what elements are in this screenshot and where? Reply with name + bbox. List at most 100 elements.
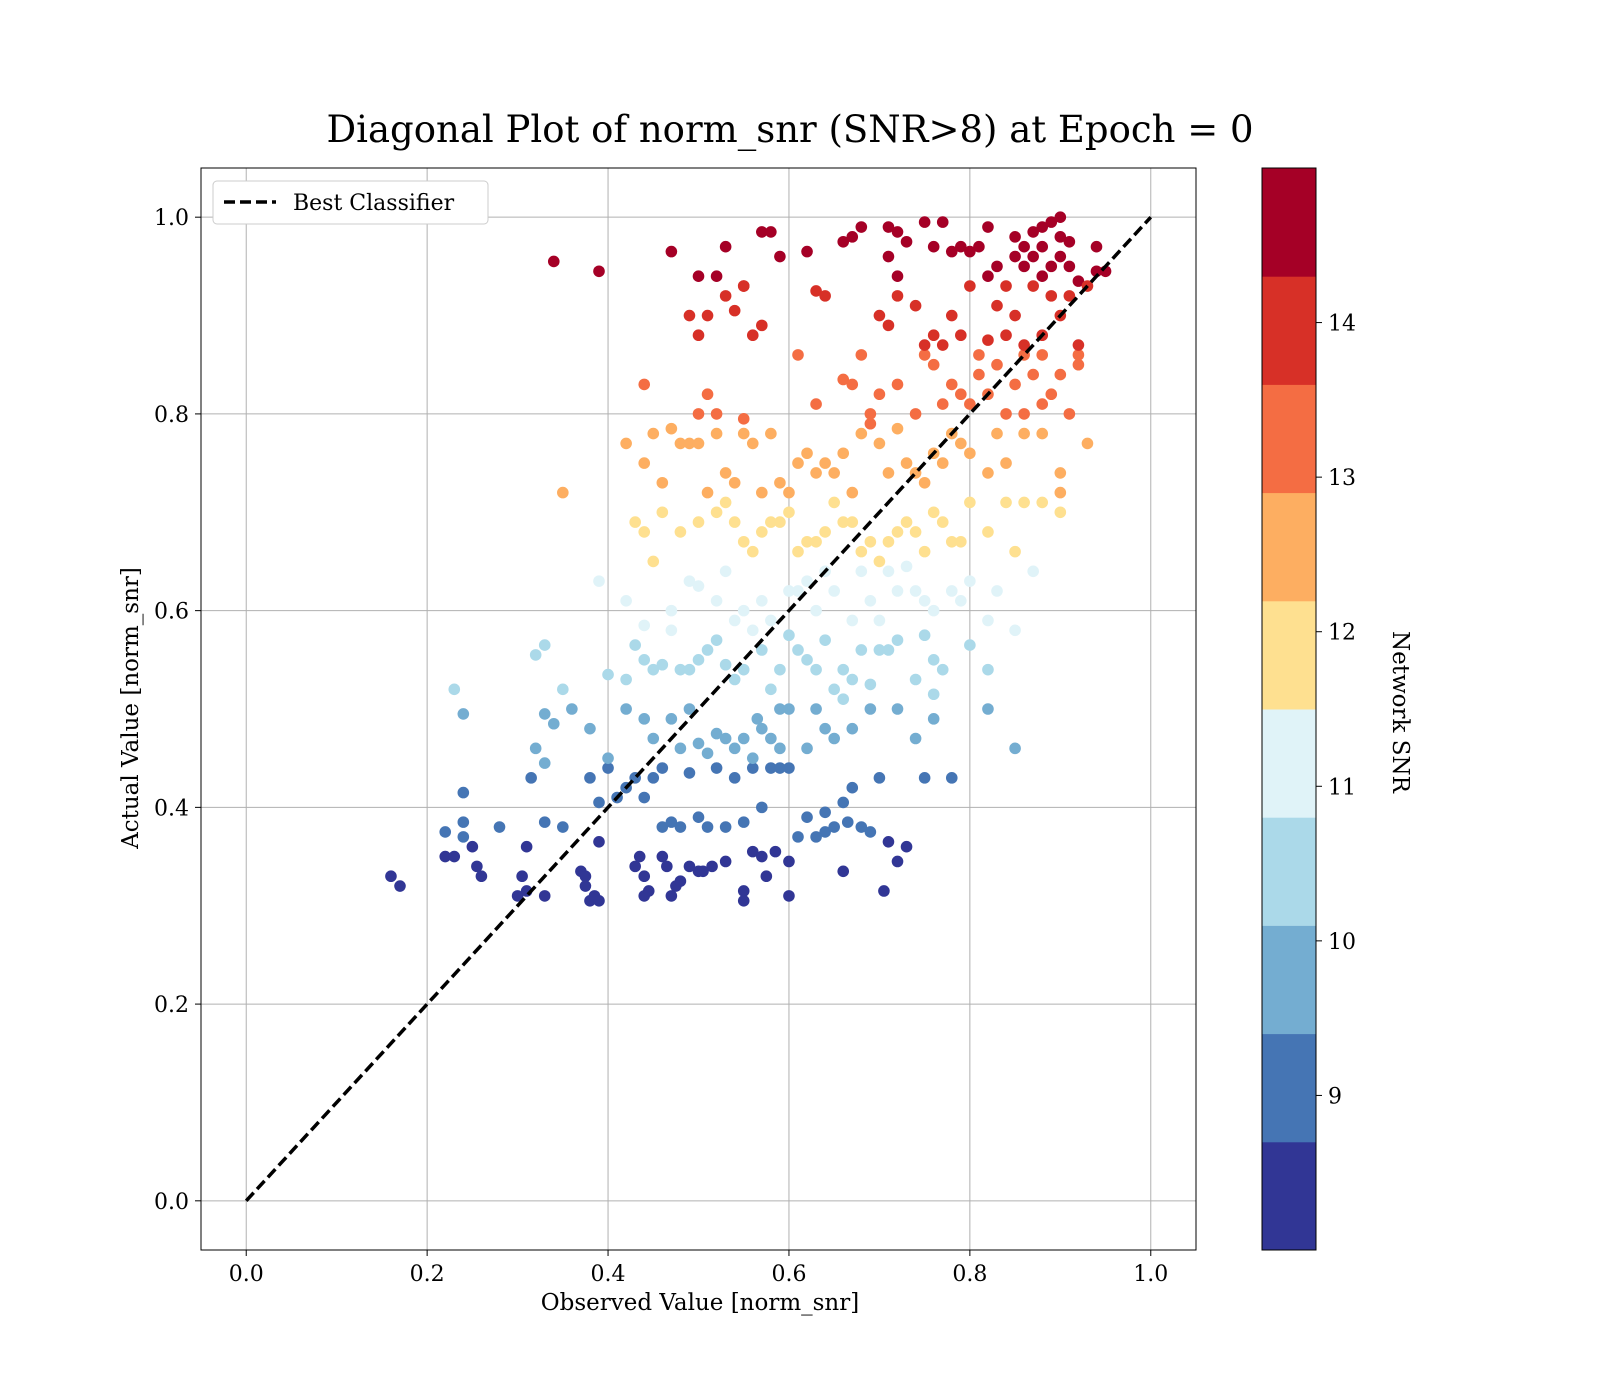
data-point: [774, 703, 786, 715]
data-point: [593, 575, 605, 587]
data-point: [538, 708, 551, 720]
data-point: [1000, 408, 1012, 420]
data-point: [1009, 545, 1021, 558]
data-point: [982, 703, 994, 715]
data-point: [864, 678, 877, 691]
data-point: [647, 772, 660, 784]
data-point: [579, 870, 592, 883]
data-point: [584, 722, 596, 735]
colorbar-bin: [1262, 1033, 1316, 1143]
data-point: [746, 762, 759, 774]
data-point: [1054, 486, 1067, 499]
data-point: [909, 673, 922, 686]
data-point: [710, 634, 723, 646]
data-point: [719, 496, 732, 509]
data-point: [647, 663, 660, 676]
data-point: [665, 245, 678, 258]
data-point: [466, 840, 479, 853]
colorbar-bin: [1262, 817, 1316, 926]
y-axis-label: Actual Value [norm_snr]: [118, 567, 144, 850]
data-point: [656, 850, 669, 863]
colorbar-bin: [1262, 384, 1316, 494]
colorbar-bin: [1262, 168, 1316, 277]
data-point: [864, 826, 877, 838]
colorbar-tick-label: 14: [1328, 312, 1356, 337]
data-point: [1036, 496, 1049, 509]
data-point: [737, 604, 750, 617]
data-point: [882, 835, 895, 848]
data-point: [909, 299, 922, 312]
data-point: [783, 703, 795, 715]
data-point: [964, 575, 976, 587]
data-point: [683, 437, 696, 450]
data-point: [620, 437, 632, 450]
data-point: [719, 732, 732, 745]
data-point: [516, 870, 528, 883]
data-point: [891, 703, 904, 715]
data-point: [810, 535, 822, 548]
data-point: [683, 309, 696, 322]
data-point: [547, 255, 560, 268]
data-point: [900, 457, 913, 469]
data-point: [819, 634, 831, 646]
colorbar-bin: [1262, 600, 1316, 710]
data-point: [385, 870, 397, 883]
data-point: [864, 535, 877, 548]
data-point: [1018, 240, 1030, 253]
data-point: [873, 309, 886, 322]
data-point: [746, 624, 759, 637]
data-point: [792, 585, 804, 597]
data-point: [964, 639, 976, 651]
data-point: [756, 526, 768, 538]
data-point: [493, 821, 506, 833]
data-point: [1018, 260, 1030, 273]
data-point: [520, 840, 533, 853]
x-tick-label: 0.8: [952, 1262, 987, 1287]
data-point: [855, 821, 868, 833]
data-point: [837, 373, 850, 386]
data-point: [1018, 427, 1030, 440]
data-point: [638, 870, 651, 883]
data-point: [756, 319, 768, 332]
data-point: [661, 860, 673, 873]
data-point: [746, 437, 759, 450]
data-point: [819, 826, 831, 838]
data-point: [584, 772, 596, 784]
data-point: [891, 526, 904, 538]
data-point: [525, 772, 537, 784]
data-point: [602, 668, 614, 681]
data-point: [439, 826, 452, 838]
data-point: [837, 235, 850, 248]
data-point: [783, 890, 795, 902]
data-point: [837, 796, 850, 809]
data-point: [756, 226, 768, 238]
data-point: [927, 713, 940, 725]
data-point: [746, 545, 759, 558]
data-point: [837, 693, 850, 705]
data-point: [837, 516, 850, 528]
data-point: [1090, 240, 1103, 253]
data-point: [837, 447, 850, 460]
colorbar-tick-label: 10: [1328, 930, 1356, 955]
data-point: [692, 654, 705, 666]
data-point: [656, 476, 669, 489]
data-point: [973, 368, 985, 381]
data-point: [683, 663, 696, 676]
data-point: [633, 850, 646, 863]
data-point: [792, 545, 804, 558]
data-point: [728, 614, 741, 627]
colorbar-tick-label: 12: [1328, 621, 1356, 646]
data-point: [1054, 250, 1067, 263]
data-point: [457, 708, 470, 720]
data-point: [765, 516, 777, 528]
data-point: [665, 422, 678, 435]
data-point: [810, 467, 822, 479]
data-point: [837, 663, 850, 676]
data-point: [774, 476, 786, 489]
data-point: [620, 673, 632, 686]
colorbar-tick-label: 9: [1328, 1084, 1342, 1109]
data-point: [855, 644, 868, 656]
data-point: [864, 595, 877, 607]
data-point: [701, 644, 714, 656]
data-point: [918, 349, 931, 361]
